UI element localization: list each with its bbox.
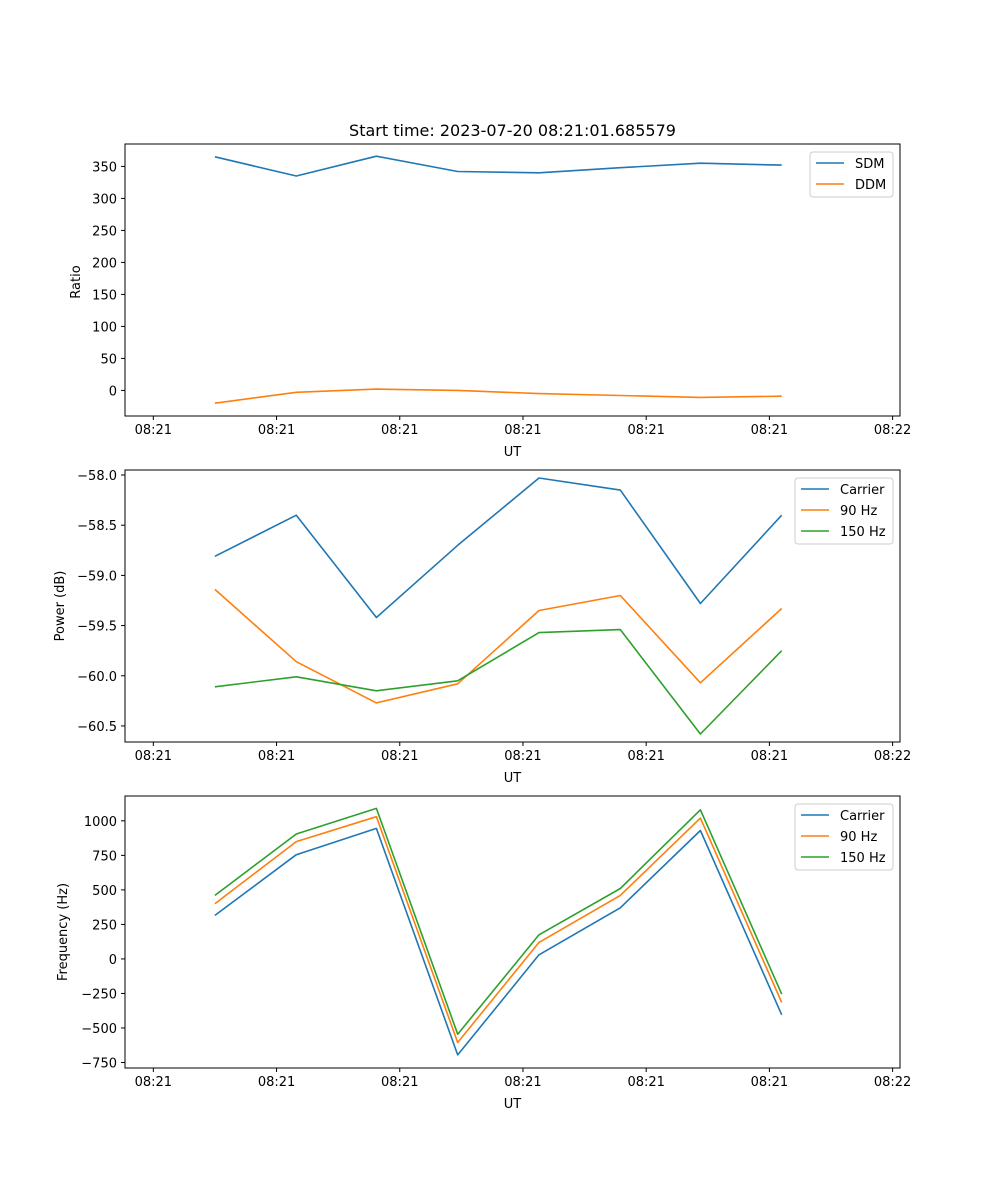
x-tick-label: 08:21: [627, 749, 664, 764]
plot-frame-frequency: [124, 795, 901, 1069]
plot-frame-ratio: [124, 143, 901, 417]
x-tick-label: 08:21: [627, 423, 664, 438]
y-tick-label: −60.0: [77, 670, 117, 685]
series-line-carrier: [214, 827, 783, 1056]
y-tick-label: 250: [92, 224, 117, 239]
x-tick-label: 08:21: [258, 423, 295, 438]
legend-label-150hz: 150 Hz: [840, 525, 886, 540]
series-line-ddm: [214, 388, 782, 404]
series-line-150-hz: [214, 807, 783, 1035]
legend-frequency: Carrier 90 Hz 150 Hz: [794, 803, 894, 871]
x-tick-label: 08:21: [504, 423, 541, 438]
legend-box: [794, 803, 894, 871]
y-tick-label: 250: [92, 918, 117, 933]
y-tick-label: −59.5: [77, 620, 117, 635]
x-tick-label: 08:21: [751, 749, 788, 764]
legend-label-carrier: Carrier: [840, 809, 885, 824]
legend-label-90hz: 90 Hz: [840, 504, 877, 519]
series-line-sdm: [214, 155, 782, 177]
x-tick-label: 08:22: [874, 1075, 911, 1090]
y-tick-label: 0: [109, 384, 117, 399]
x-tick-label: 08:21: [504, 1075, 541, 1090]
x-axis-label-frequency: UT: [504, 1097, 522, 1112]
y-tick-label: 1000: [84, 815, 117, 830]
x-tick-label: 08:21: [381, 1075, 418, 1090]
y-axis-label-ratio: Ratio: [69, 265, 84, 298]
legend-power: Carrier 90 Hz 150 Hz: [794, 477, 894, 545]
y-tick-label: 750: [92, 849, 117, 864]
x-tick-label: 08:21: [627, 1075, 664, 1090]
x-tick-label: 08:21: [381, 749, 418, 764]
series-line-90-hz: [214, 588, 783, 704]
y-tick-label: −500: [81, 1022, 117, 1037]
y-tick-label: −60.5: [77, 720, 117, 735]
y-tick-label: −58.5: [77, 519, 117, 534]
y-tick-label: 100: [92, 320, 117, 335]
plot-frame-power: [124, 469, 901, 743]
legend-label-150hz: 150 Hz: [840, 851, 886, 866]
y-tick-label: −750: [81, 1056, 117, 1071]
legend-label-sdm: SDM: [855, 157, 884, 172]
y-tick-label: 300: [92, 192, 117, 207]
y-tick-label: 0: [109, 953, 117, 968]
y-tick-label: 200: [92, 256, 117, 271]
y-axis-label-frequency: Frequency (Hz): [56, 883, 71, 981]
x-tick-label: 08:22: [874, 749, 911, 764]
y-tick-label: 500: [92, 884, 117, 899]
y-tick-label: 350: [92, 160, 117, 175]
x-tick-label: 08:21: [258, 1075, 295, 1090]
series-line-150-hz: [214, 628, 783, 735]
y-tick-label: 50: [100, 352, 117, 367]
legend-label-ddm: DDM: [855, 178, 886, 193]
legend-label-90hz: 90 Hz: [840, 830, 877, 845]
y-axis-label-power: Power (dB): [53, 571, 68, 642]
y-tick-label: 150: [92, 288, 117, 303]
x-tick-label: 08:21: [381, 423, 418, 438]
series-line-90-hz: [214, 815, 783, 1044]
y-tick-label: −59.0: [77, 569, 117, 584]
x-tick-label: 08:21: [135, 423, 172, 438]
x-axis-label-ratio: UT: [504, 445, 522, 460]
legend-box: [794, 477, 894, 545]
x-tick-label: 08:21: [135, 749, 172, 764]
x-tick-label: 08:21: [135, 1075, 172, 1090]
x-tick-label: 08:21: [258, 749, 295, 764]
panel-frequency: Frequency (Hz) UT 08:21 08:21 08:21 08:21 08…: [56, 795, 911, 1112]
x-tick-label: 08:21: [751, 1075, 788, 1090]
x-tick-label: 08:22: [874, 423, 911, 438]
x-tick-label: 08:21: [504, 749, 541, 764]
y-tick-label: −58.0: [77, 469, 117, 484]
x-tick-label: 08:21: [751, 423, 788, 438]
series-line-carrier: [214, 477, 783, 619]
y-tick-label: −250: [81, 987, 117, 1002]
x-axis-label-power: UT: [504, 771, 522, 786]
chart-title: Start time: 2023-07-20 08:21:01.685579: [349, 121, 676, 140]
legend-label-carrier: Carrier: [840, 483, 885, 498]
panel-ratio: Start time: 2023-07-20 08:21:01.685579 R…: [69, 121, 911, 460]
legend-ratio: SDM DDM: [809, 151, 894, 198]
panel-power: Power (dB) UT 08:21 08:21 08:21 08:21 08:21 0…: [53, 469, 911, 786]
